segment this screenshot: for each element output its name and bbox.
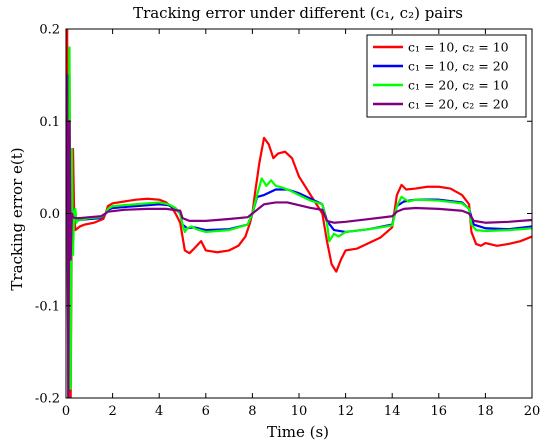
y-axis-label: Tracking error e(t) (8, 147, 26, 290)
x-tick-label: 18 (477, 404, 494, 419)
y-tick-label: 0.1 (39, 115, 60, 130)
y-tick-label: -0.1 (35, 299, 60, 314)
x-tick-label: 6 (202, 404, 210, 419)
chart-title: Tracking error under different (c₁, c₂) … (133, 4, 463, 22)
y-tick-label: 0.0 (39, 207, 60, 222)
x-tick-label: 14 (384, 404, 401, 419)
x-tick-label: 8 (248, 404, 256, 419)
x-tick-label: 10 (291, 404, 308, 419)
legend-label: c₁ = 20, c₂ = 10 (408, 78, 509, 93)
series-line-4 (66, 74, 532, 398)
plot-frame (65, 28, 533, 399)
legend-label: c₁ = 10, c₂ = 10 (408, 40, 509, 55)
x-tick-label: 2 (108, 404, 116, 419)
y-tick-label: -0.2 (35, 392, 60, 407)
x-tick-label: 12 (337, 404, 354, 419)
x-tick-label: 20 (524, 404, 541, 419)
x-axis-label: Time (s) (267, 423, 329, 441)
legend: c₁ = 10, c₂ = 10 c₁ = 10, c₂ = 20 c₁ = 20,… (366, 34, 527, 118)
x-tick-label: 16 (431, 404, 448, 419)
y-tick-label: 0.2 (39, 23, 60, 38)
x-tick-label: 0 (62, 404, 70, 419)
legend-label: c₁ = 20, c₂ = 20 (408, 97, 509, 112)
x-tick-label: 4 (155, 404, 163, 419)
legend-label: c₁ = 10, c₂ = 20 (408, 59, 509, 74)
